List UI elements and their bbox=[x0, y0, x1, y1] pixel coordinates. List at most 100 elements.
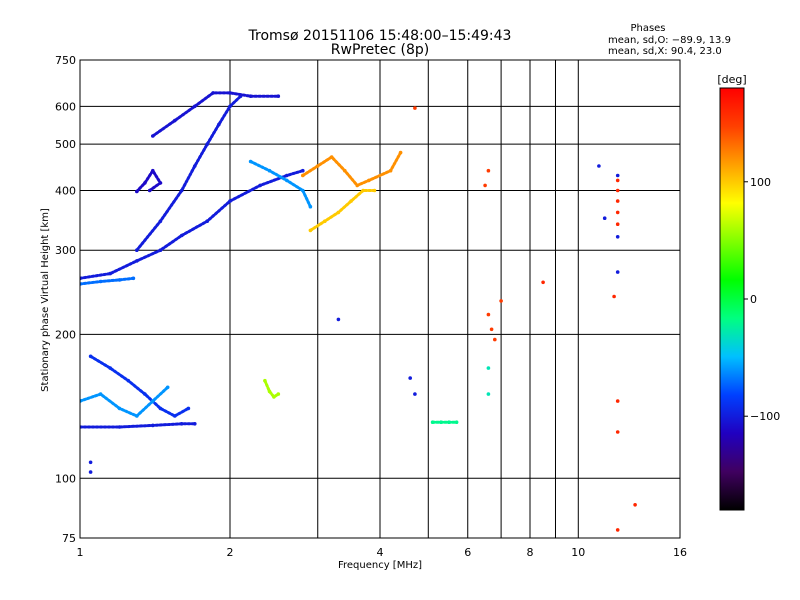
echo-point bbox=[615, 430, 620, 434]
y-tick-label: 750 bbox=[55, 54, 76, 67]
echo-trace bbox=[135, 167, 163, 193]
echo-point bbox=[108, 366, 112, 370]
echo-point bbox=[248, 94, 253, 98]
echo-point bbox=[143, 392, 147, 396]
echo-point bbox=[615, 399, 620, 403]
x-tick-label: 8 bbox=[527, 546, 534, 559]
echo-point bbox=[301, 173, 305, 178]
echo-point bbox=[454, 420, 459, 425]
echo-point bbox=[211, 91, 215, 95]
echo-point bbox=[483, 183, 487, 188]
echo-trace bbox=[80, 276, 135, 286]
colorbar bbox=[719, 87, 745, 511]
echo-point bbox=[131, 276, 136, 281]
echo-point bbox=[615, 210, 620, 215]
echo-point bbox=[615, 528, 620, 532]
echo-point bbox=[193, 422, 197, 426]
echo-point bbox=[276, 392, 281, 396]
echo-point bbox=[173, 118, 177, 123]
x-axis-label: Frequency [MHz] bbox=[338, 560, 422, 571]
x-tick-label: 6 bbox=[464, 546, 471, 559]
echo-point bbox=[228, 91, 232, 95]
echo-point bbox=[151, 399, 155, 403]
echo-point bbox=[88, 460, 93, 465]
echo-point bbox=[541, 280, 545, 285]
y-tick-label: 300 bbox=[55, 244, 76, 257]
y-tick-label: 500 bbox=[55, 138, 76, 151]
echo-trace bbox=[263, 379, 280, 399]
echo-point bbox=[615, 235, 620, 239]
y-tick-label: 400 bbox=[55, 184, 76, 197]
axis-ticks: 1 2 4 6 8 10 16 75 100 200 300 400 500 600 750 bbox=[55, 54, 687, 559]
echo-point bbox=[143, 181, 147, 185]
colorbar-ticks: 100 0 −100 bbox=[744, 176, 780, 423]
plot-frame bbox=[79, 59, 681, 539]
echo-point bbox=[147, 188, 152, 193]
echo-point bbox=[323, 219, 327, 223]
echo-trace bbox=[80, 385, 170, 418]
echo-point bbox=[398, 150, 403, 155]
y-tick-label: 100 bbox=[55, 472, 76, 485]
echo-point bbox=[151, 134, 155, 138]
echo-point bbox=[336, 317, 341, 322]
echo-point bbox=[179, 233, 184, 238]
echo-point bbox=[272, 395, 276, 399]
echo-point bbox=[493, 337, 497, 342]
echo-point bbox=[633, 503, 637, 507]
echo-point bbox=[597, 164, 601, 168]
echo-point bbox=[499, 299, 503, 303]
echo-point bbox=[355, 183, 360, 188]
echo-trace bbox=[308, 189, 376, 232]
colorbar-tick-label: 0 bbox=[750, 293, 757, 306]
echo-point bbox=[88, 354, 93, 359]
echo-point bbox=[361, 188, 365, 193]
echo-point bbox=[205, 219, 209, 223]
x-tick-label: 10 bbox=[571, 546, 585, 559]
stats-title: Phases bbox=[630, 23, 665, 34]
echo-point bbox=[615, 188, 620, 193]
chart-subtitle: RwPretec (8p) bbox=[331, 42, 429, 58]
chart-title: Tromsø 20151106 15:48:00–15:49:43 bbox=[248, 28, 512, 44]
echo-point bbox=[388, 168, 393, 173]
echo-point bbox=[151, 423, 155, 428]
echo-point bbox=[217, 122, 221, 127]
echo-point bbox=[158, 219, 163, 223]
echo-point bbox=[276, 94, 281, 98]
echo-point bbox=[117, 278, 122, 282]
y-tick-label: 600 bbox=[55, 100, 76, 113]
x-tick-label: 4 bbox=[377, 546, 384, 559]
echo-point bbox=[267, 389, 272, 394]
echo-point bbox=[193, 164, 197, 168]
echo-point bbox=[486, 366, 491, 370]
echo-point bbox=[612, 294, 616, 299]
echo-point bbox=[308, 204, 313, 209]
echo-point bbox=[615, 222, 620, 226]
echo-point bbox=[336, 210, 341, 215]
echo-trace bbox=[80, 169, 305, 280]
colorbar-tick-label: 100 bbox=[750, 176, 771, 189]
echo-point bbox=[158, 181, 163, 185]
echo-trace bbox=[80, 422, 197, 429]
echo-point bbox=[285, 178, 289, 183]
echo-trace bbox=[89, 354, 190, 418]
echo-point bbox=[186, 406, 191, 411]
echo-point bbox=[165, 385, 170, 390]
echo-point bbox=[117, 425, 122, 429]
echo-point bbox=[126, 378, 131, 383]
stats-line-o: mean, sd,O: −89.9, 13.9 bbox=[608, 35, 731, 46]
echo-point bbox=[602, 216, 607, 220]
echo-point bbox=[135, 259, 139, 263]
echo-point bbox=[439, 420, 443, 425]
echo-point bbox=[108, 271, 112, 276]
x-tick-label: 16 bbox=[673, 546, 687, 559]
echo-point bbox=[248, 159, 253, 164]
grid bbox=[80, 60, 680, 538]
echo-trace bbox=[301, 151, 403, 188]
echo-point bbox=[135, 414, 139, 418]
colorbar-tick-label: −100 bbox=[750, 410, 780, 423]
echo-point bbox=[486, 312, 491, 317]
echo-trace bbox=[135, 94, 243, 252]
echo-point bbox=[301, 168, 305, 173]
echo-point bbox=[179, 422, 184, 426]
